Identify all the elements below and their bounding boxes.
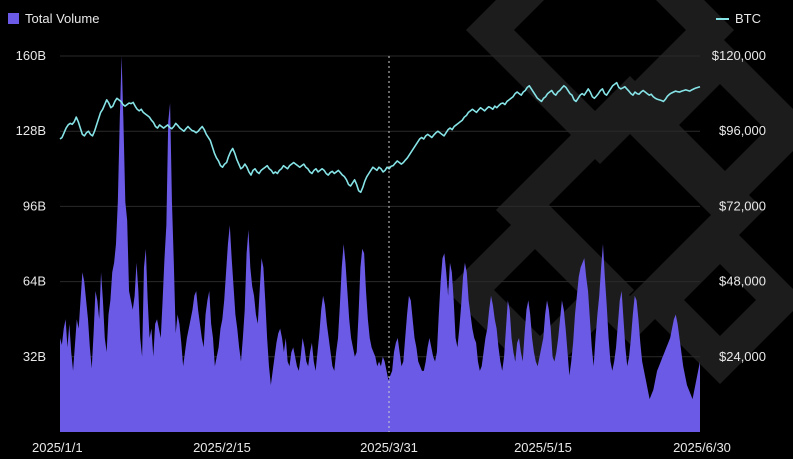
volume-area-path xyxy=(60,56,700,432)
legend-btc: BTC xyxy=(716,11,761,26)
legend-volume-label: Total Volume xyxy=(25,11,100,26)
legend-btc-swatch xyxy=(716,17,729,20)
btc-line-path xyxy=(59,81,701,194)
left-tick-label: 32B xyxy=(23,349,46,364)
binance-watermark-logo xyxy=(445,0,793,385)
left-tick-label: 160B xyxy=(16,48,46,63)
x-tick-label: 2025/5/15 xyxy=(514,440,572,455)
watermark-shape-2 xyxy=(495,75,765,345)
x-tick-label: 2025/2/15 xyxy=(193,440,251,455)
left-tick-label: 96B xyxy=(23,198,46,213)
right-axis-ticks: $120,000 $96,000 $72,000 $48,000 $24,000 xyxy=(712,48,766,364)
x-tick-label: 2025/3/31 xyxy=(360,440,418,455)
legend-btc-label: BTC xyxy=(735,11,761,26)
right-tick-label: $48,000 xyxy=(719,274,766,289)
right-tick-label: $24,000 xyxy=(719,349,766,364)
legend-volume-swatch xyxy=(8,13,19,24)
right-tick-label: $72,000 xyxy=(719,198,766,213)
left-tick-label: 128B xyxy=(16,123,46,138)
x-tick-label: 2025/6/30 xyxy=(673,440,731,455)
left-axis-ticks: 160B 128B 96B 64B 32B xyxy=(16,48,46,364)
left-tick-label: 64B xyxy=(23,274,46,289)
legend-volume: Total Volume xyxy=(8,11,99,26)
x-tick-label: 2025/1/1 xyxy=(32,440,83,455)
btc-price-line-series xyxy=(59,81,701,194)
watermark-shape-4 xyxy=(635,215,793,385)
right-tick-label: $96,000 xyxy=(719,123,766,138)
x-axis-ticks: 2025/1/1 2025/2/15 2025/3/31 2025/5/15 2025/… xyxy=(32,440,731,455)
right-tick-label: $120,000 xyxy=(712,48,766,63)
volume-area-series xyxy=(60,56,700,432)
